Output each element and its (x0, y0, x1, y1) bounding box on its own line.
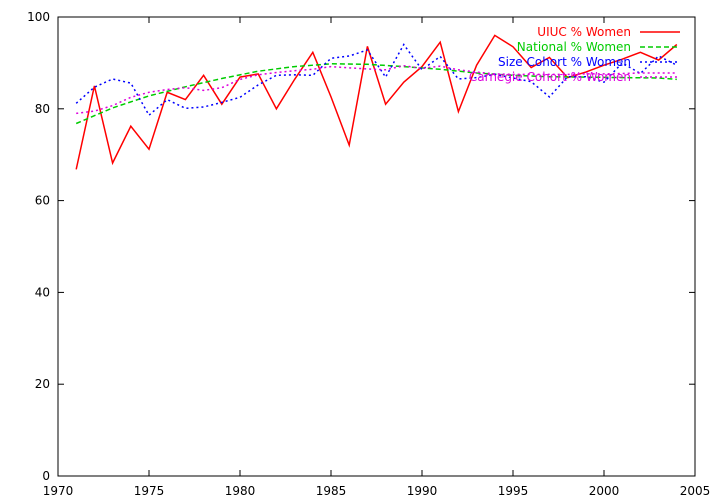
y-tick-label: 80 (35, 102, 50, 116)
x-tick-label: 1985 (316, 484, 347, 498)
y-tick-label: 20 (35, 377, 50, 391)
x-tick-label: 1975 (134, 484, 165, 498)
y-tick-label: 0 (42, 469, 50, 483)
series-line-1 (75, 63, 677, 125)
x-tick-label: 1990 (407, 484, 438, 498)
y-tick-label: 40 (35, 285, 50, 299)
legend-label-3: Carnegie Cohort % Women (469, 70, 631, 84)
y-tick-label: 60 (35, 194, 50, 208)
axis-tick-labels: 1970 1975 1980 1985 1990 1995 2000 2005 0 20 40 60 8… (27, 10, 710, 498)
x-tick-label: 1995 (498, 484, 529, 498)
legend-label-1: National % Women (517, 40, 631, 54)
axis-ticks (57, 16, 696, 477)
x-tick-label: 1980 (225, 484, 256, 498)
x-tick-label: 2005 (680, 484, 711, 498)
legend-label-0: UIUC % Women (537, 25, 631, 39)
series-lines (75, 34, 678, 170)
y-tick-label: 100 (27, 10, 50, 24)
legend-label-2: Size Cohort % Women (498, 55, 631, 69)
plot-frame (57, 16, 696, 477)
x-tick-label: 2000 (589, 484, 620, 498)
series-line-0 (75, 34, 678, 170)
x-tick-label: 1970 (43, 484, 74, 498)
